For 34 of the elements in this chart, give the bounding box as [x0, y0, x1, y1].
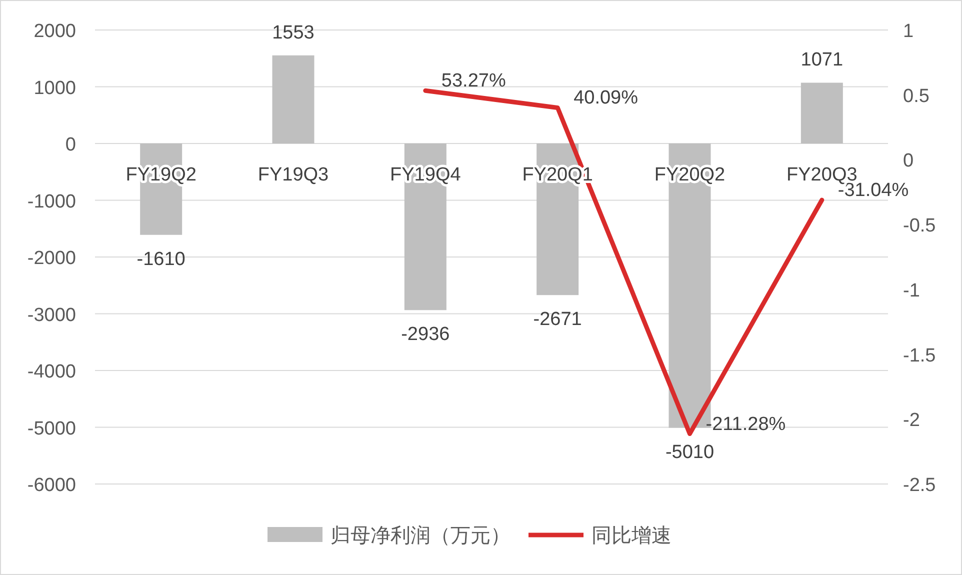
y-tick-label: -3000: [27, 304, 76, 326]
data-label: -2936: [401, 324, 450, 346]
bar: [272, 55, 314, 144]
y2-tick-label: -2.5: [903, 475, 936, 496]
bar: [800, 82, 843, 144]
data-label: -211.28%: [706, 414, 786, 435]
y-tick-label: -2000: [27, 248, 76, 269]
y-tick-label: 0: [65, 134, 76, 156]
x-tick-label: FY19Q3: [258, 164, 329, 186]
y2-tick-label: -0.5: [903, 216, 936, 237]
y2-tick-label: 1: [903, 21, 914, 42]
y-tick-label: -4000: [27, 362, 76, 382]
y2-tick-label: -1: [903, 280, 920, 302]
y-tick-label: -5000: [27, 418, 76, 440]
y2-tick-label: 0: [903, 150, 914, 172]
y2-tick-label: -1.5: [903, 345, 936, 366]
y-tick-label: -6000: [27, 475, 76, 496]
x-tick-label: FY19Q4: [390, 164, 462, 186]
y-tick-label: -1000: [27, 191, 76, 212]
data-label: 53.27%: [441, 70, 506, 92]
data-label: -2671: [533, 309, 582, 330]
data-label: 40.09%: [574, 88, 638, 109]
x-tick-label: FY19Q2: [126, 164, 196, 186]
y-tick-label: 1000: [34, 78, 76, 99]
y-tick-label: 2000: [34, 21, 76, 42]
legend-label: 同比增速: [592, 525, 672, 547]
y2-tick-label: 0.5: [903, 86, 930, 107]
data-label: -1610: [136, 248, 186, 270]
y2-tick-label: -2: [903, 410, 920, 432]
data-label: 1071: [800, 50, 844, 71]
x-tick-label: FY20Q2: [654, 164, 726, 186]
data-label: -5010: [665, 442, 714, 463]
data-label: 1553: [272, 22, 314, 44]
legend-label: 归母净利润（万元）: [330, 525, 510, 547]
